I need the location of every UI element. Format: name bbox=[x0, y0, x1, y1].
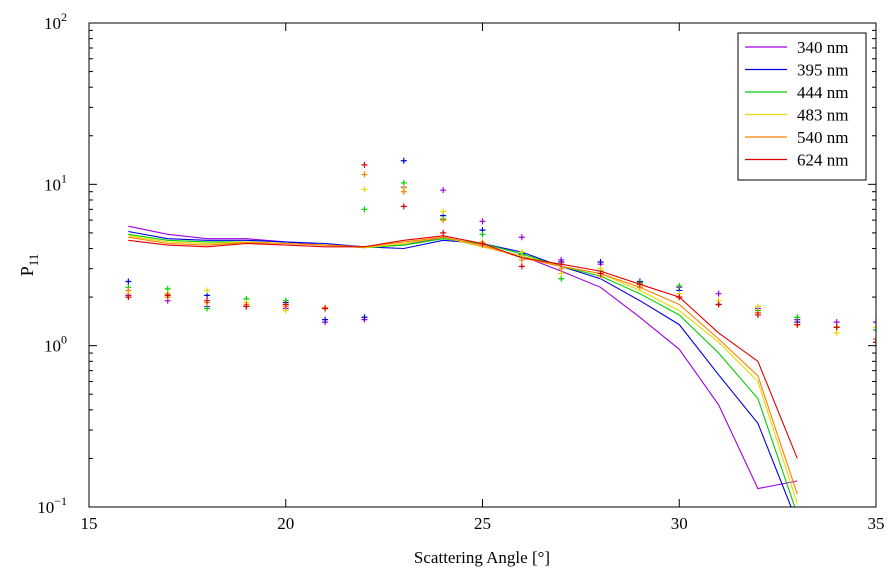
data-point-marker bbox=[518, 249, 525, 256]
data-point-marker bbox=[873, 319, 876, 326]
legend-label: 340 nm bbox=[797, 38, 848, 57]
data-point-marker bbox=[440, 229, 447, 236]
legend-box bbox=[737, 32, 867, 181]
data-point-marker bbox=[676, 282, 683, 289]
data-point-marker bbox=[833, 329, 840, 336]
y-tick-label: 100 bbox=[44, 333, 67, 356]
data-point-marker bbox=[518, 263, 525, 270]
data-point-marker bbox=[833, 319, 840, 326]
y-tick-label-exponent: 2 bbox=[61, 10, 67, 24]
series-540-nm bbox=[125, 171, 876, 495]
data-point-marker bbox=[479, 240, 486, 247]
series-395-nm bbox=[125, 157, 876, 507]
series-444-nm bbox=[125, 179, 876, 507]
data-point-marker bbox=[873, 324, 876, 331]
legend-label: 540 nm bbox=[797, 128, 848, 147]
data-point-marker bbox=[440, 217, 447, 224]
data-point-marker bbox=[754, 303, 761, 310]
data-point-marker bbox=[400, 188, 407, 195]
data-point-marker bbox=[125, 278, 132, 285]
data-point-marker bbox=[676, 294, 683, 301]
data-point-marker bbox=[204, 297, 211, 304]
data-point-marker bbox=[361, 171, 368, 178]
data-point-marker bbox=[361, 206, 368, 213]
data-point-marker bbox=[558, 261, 565, 268]
data-point-marker bbox=[322, 305, 329, 312]
data-point-marker bbox=[361, 314, 368, 321]
y-tick-label-base: 10 bbox=[37, 498, 54, 517]
data-point-marker bbox=[204, 287, 211, 294]
x-tick-label: 35 bbox=[868, 514, 885, 533]
legend-label: 624 nm bbox=[797, 151, 848, 170]
data-point-marker bbox=[125, 287, 132, 294]
series-line bbox=[128, 225, 798, 490]
data-point-marker bbox=[164, 292, 171, 299]
legend-label: 444 nm bbox=[797, 83, 848, 102]
data-point-marker bbox=[715, 301, 722, 308]
data-point-marker bbox=[361, 186, 368, 193]
series-line bbox=[128, 235, 798, 459]
x-tick-label: 25 bbox=[474, 514, 491, 533]
data-point-marker bbox=[518, 234, 525, 241]
series-483-nm bbox=[125, 184, 876, 504]
data-point-marker bbox=[361, 161, 368, 168]
data-point-marker bbox=[479, 218, 486, 225]
legend-label: 395 nm bbox=[797, 61, 848, 80]
y-tick-label-base: 10 bbox=[44, 175, 61, 194]
data-point-marker bbox=[243, 303, 250, 310]
legend-label: 483 nm bbox=[797, 106, 848, 125]
y-axis-label-main: P bbox=[17, 266, 37, 276]
y-tick-label: 10−1 bbox=[37, 494, 67, 517]
y-tick-label-exponent: 0 bbox=[61, 333, 67, 347]
y-axis-label: P11 bbox=[17, 254, 41, 277]
x-tick-label: 15 bbox=[81, 514, 98, 533]
data-point-marker bbox=[204, 305, 211, 312]
data-point-marker bbox=[322, 316, 329, 323]
data-point-marker bbox=[833, 324, 840, 331]
legend: 340 nm 395 nm 444 nm 483 nm 540 nm 624 nm bbox=[737, 32, 867, 181]
series-624-nm bbox=[125, 161, 876, 459]
series-line bbox=[128, 235, 798, 504]
data-point-marker bbox=[873, 335, 876, 342]
y-tick-label-exponent: −1 bbox=[54, 494, 67, 508]
series-line bbox=[128, 230, 792, 507]
data-point-marker bbox=[597, 259, 604, 266]
x-tick-label: 20 bbox=[277, 514, 294, 533]
data-area bbox=[125, 157, 876, 507]
data-point-marker bbox=[873, 327, 876, 334]
data-point-marker bbox=[597, 270, 604, 277]
y-axis-label-subscript: 11 bbox=[26, 254, 41, 267]
data-point-marker bbox=[440, 208, 447, 215]
data-point-marker bbox=[400, 203, 407, 210]
x-tick-label: 30 bbox=[671, 514, 688, 533]
data-point-marker bbox=[400, 157, 407, 164]
x-axis-label: Scattering Angle [°] bbox=[414, 548, 550, 567]
series-layer bbox=[125, 157, 876, 507]
data-point-marker bbox=[715, 290, 722, 297]
data-point-marker bbox=[873, 339, 876, 346]
data-point-marker bbox=[440, 187, 447, 194]
data-point-marker bbox=[558, 275, 565, 282]
y-tick-label: 102 bbox=[44, 10, 67, 33]
data-point-marker bbox=[794, 314, 801, 321]
y-tick-label-base: 10 bbox=[44, 14, 61, 33]
data-point-marker bbox=[754, 311, 761, 318]
data-point-marker bbox=[282, 301, 289, 308]
series-line bbox=[128, 236, 798, 495]
y-tick-label-base: 10 bbox=[44, 337, 61, 356]
data-point-marker bbox=[636, 281, 643, 288]
data-point-marker bbox=[794, 321, 801, 328]
data-point-marker bbox=[125, 294, 132, 301]
y-tick-label: 101 bbox=[44, 171, 67, 194]
y-tick-label-exponent: 1 bbox=[61, 171, 67, 185]
data-point-marker bbox=[479, 231, 486, 238]
